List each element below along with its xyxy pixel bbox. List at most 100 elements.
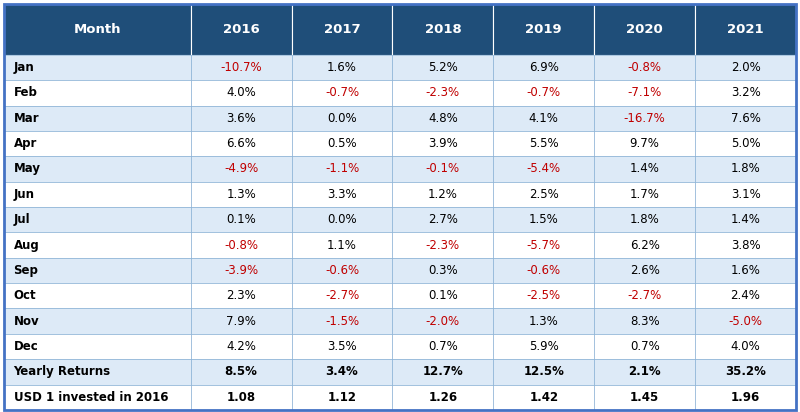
Text: 1.42: 1.42: [530, 391, 558, 404]
Text: 1.12: 1.12: [327, 391, 357, 404]
Text: 8.5%: 8.5%: [225, 365, 258, 378]
Bar: [494, 359, 594, 384]
Text: 2.3%: 2.3%: [226, 289, 256, 302]
Text: 2.0%: 2.0%: [730, 61, 761, 74]
Bar: [190, 359, 291, 384]
Bar: [4, 80, 190, 105]
Text: Dec: Dec: [14, 340, 38, 353]
Bar: [393, 258, 494, 283]
Bar: [494, 283, 594, 309]
Bar: [190, 283, 291, 309]
Text: 1.3%: 1.3%: [529, 315, 558, 328]
Text: -2.5%: -2.5%: [526, 289, 561, 302]
Bar: [393, 283, 494, 309]
Bar: [494, 182, 594, 207]
Text: May: May: [14, 162, 41, 176]
Text: 1.96: 1.96: [731, 391, 760, 404]
Text: 9.7%: 9.7%: [630, 137, 660, 150]
Text: 6.9%: 6.9%: [529, 61, 558, 74]
Bar: [190, 105, 291, 131]
Bar: [291, 384, 393, 410]
Bar: [393, 4, 494, 55]
Bar: [291, 80, 393, 105]
Bar: [695, 105, 796, 131]
Text: 3.9%: 3.9%: [428, 137, 458, 150]
Text: -2.7%: -2.7%: [325, 289, 359, 302]
Text: 2021: 2021: [727, 23, 764, 36]
Bar: [4, 384, 190, 410]
Text: 7.6%: 7.6%: [730, 112, 761, 125]
Text: -1.5%: -1.5%: [325, 315, 359, 328]
Bar: [190, 4, 291, 55]
Text: 2.6%: 2.6%: [630, 264, 660, 277]
Bar: [494, 4, 594, 55]
Bar: [4, 182, 190, 207]
Text: Mar: Mar: [14, 112, 39, 125]
Text: -7.1%: -7.1%: [627, 87, 662, 99]
Text: 5.0%: 5.0%: [730, 137, 760, 150]
Bar: [4, 283, 190, 309]
Text: 1.1%: 1.1%: [327, 239, 357, 252]
Text: 2020: 2020: [626, 23, 663, 36]
Bar: [393, 309, 494, 334]
Bar: [695, 359, 796, 384]
Text: 1.6%: 1.6%: [327, 61, 357, 74]
Text: 8.3%: 8.3%: [630, 315, 659, 328]
Bar: [291, 55, 393, 80]
Bar: [291, 283, 393, 309]
Text: Month: Month: [74, 23, 121, 36]
Bar: [291, 207, 393, 232]
Bar: [4, 359, 190, 384]
Text: 4.1%: 4.1%: [529, 112, 558, 125]
Text: 3.5%: 3.5%: [327, 340, 357, 353]
Text: 0.1%: 0.1%: [226, 213, 256, 226]
Text: 3.1%: 3.1%: [730, 188, 761, 201]
Text: Yearly Returns: Yearly Returns: [14, 365, 110, 378]
Text: -3.9%: -3.9%: [224, 264, 258, 277]
Text: 0.7%: 0.7%: [630, 340, 659, 353]
Text: Sep: Sep: [14, 264, 38, 277]
Text: 3.8%: 3.8%: [730, 239, 760, 252]
Bar: [190, 55, 291, 80]
Bar: [291, 334, 393, 359]
Text: 12.5%: 12.5%: [523, 365, 564, 378]
Text: -0.6%: -0.6%: [526, 264, 561, 277]
Bar: [695, 80, 796, 105]
Bar: [393, 105, 494, 131]
Bar: [594, 283, 695, 309]
Text: 35.2%: 35.2%: [725, 365, 766, 378]
Text: 1.4%: 1.4%: [730, 213, 761, 226]
Bar: [695, 207, 796, 232]
Bar: [594, 359, 695, 384]
Text: 6.6%: 6.6%: [226, 137, 256, 150]
Bar: [594, 334, 695, 359]
Bar: [393, 156, 494, 182]
Text: 1.26: 1.26: [428, 391, 458, 404]
Bar: [190, 156, 291, 182]
Bar: [594, 309, 695, 334]
Bar: [4, 334, 190, 359]
Text: Apr: Apr: [14, 137, 37, 150]
Bar: [494, 232, 594, 258]
Text: 1.3%: 1.3%: [226, 188, 256, 201]
Text: Jan: Jan: [14, 61, 34, 74]
Bar: [695, 182, 796, 207]
Text: -5.4%: -5.4%: [526, 162, 561, 176]
Text: 2.7%: 2.7%: [428, 213, 458, 226]
Bar: [190, 80, 291, 105]
Text: -2.0%: -2.0%: [426, 315, 460, 328]
Bar: [695, 4, 796, 55]
Bar: [190, 309, 291, 334]
Text: 3.6%: 3.6%: [226, 112, 256, 125]
Text: -2.3%: -2.3%: [426, 87, 460, 99]
Bar: [695, 309, 796, 334]
Bar: [393, 359, 494, 384]
Text: 1.45: 1.45: [630, 391, 659, 404]
Bar: [4, 55, 190, 80]
Text: Oct: Oct: [14, 289, 36, 302]
Bar: [494, 156, 594, 182]
Text: Jul: Jul: [14, 213, 30, 226]
Text: 1.08: 1.08: [226, 391, 256, 404]
Text: 2018: 2018: [425, 23, 462, 36]
Bar: [291, 309, 393, 334]
